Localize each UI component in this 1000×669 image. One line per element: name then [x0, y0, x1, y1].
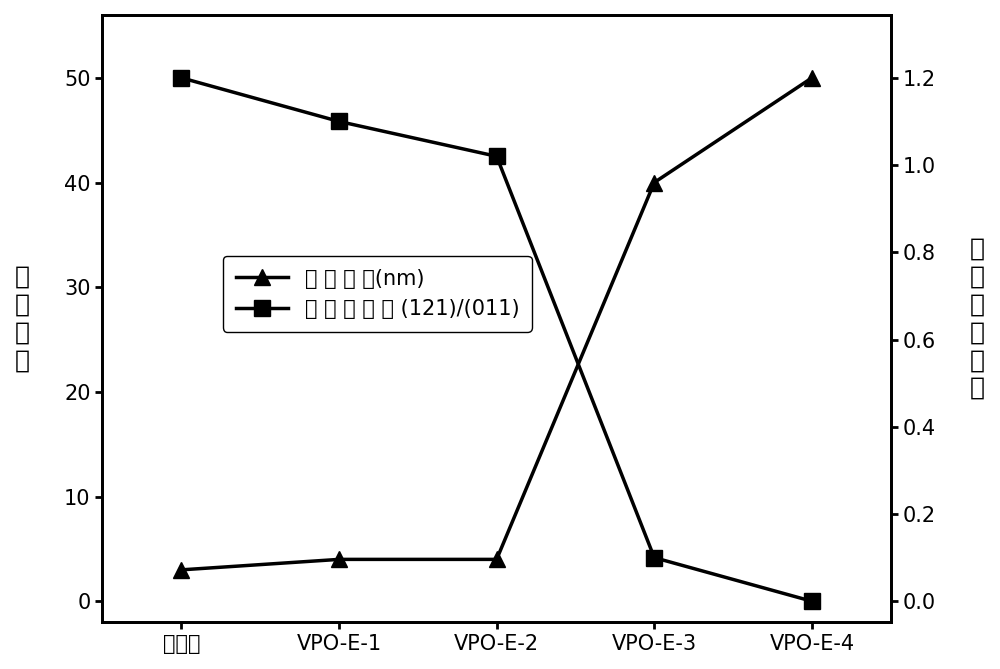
Y-axis label: 结
晶
尺
寸: 结 晶 尺 寸: [15, 265, 30, 372]
Line: 晶 面 强 度 比 (121)/(011): 晶 面 强 度 比 (121)/(011): [174, 70, 820, 609]
结 晶 尺 寸(nm): [806, 74, 818, 82]
Legend: 结 晶 尺 寸(nm), 晶 面 强 度 比 (121)/(011): 结 晶 尺 寸(nm), 晶 面 强 度 比 (121)/(011): [223, 256, 532, 332]
晶 面 强 度 比 (121)/(011): [491, 153, 503, 161]
晶 面 强 度 比 (121)/(011): [648, 554, 660, 562]
晶 面 强 度 比 (121)/(011): [806, 597, 818, 605]
结 晶 尺 寸(nm): [333, 555, 345, 563]
Line: 结 晶 尺 寸(nm): 结 晶 尺 寸(nm): [174, 70, 820, 577]
结 晶 尺 寸(nm): [175, 566, 187, 574]
晶 面 强 度 比 (121)/(011): [175, 74, 187, 82]
晶 面 强 度 比 (121)/(011): [333, 118, 345, 126]
结 晶 尺 寸(nm): [648, 179, 660, 187]
Y-axis label: 値
比
度
强
面
晶: 値 比 度 强 面 晶: [970, 237, 985, 400]
结 晶 尺 寸(nm): [491, 555, 503, 563]
